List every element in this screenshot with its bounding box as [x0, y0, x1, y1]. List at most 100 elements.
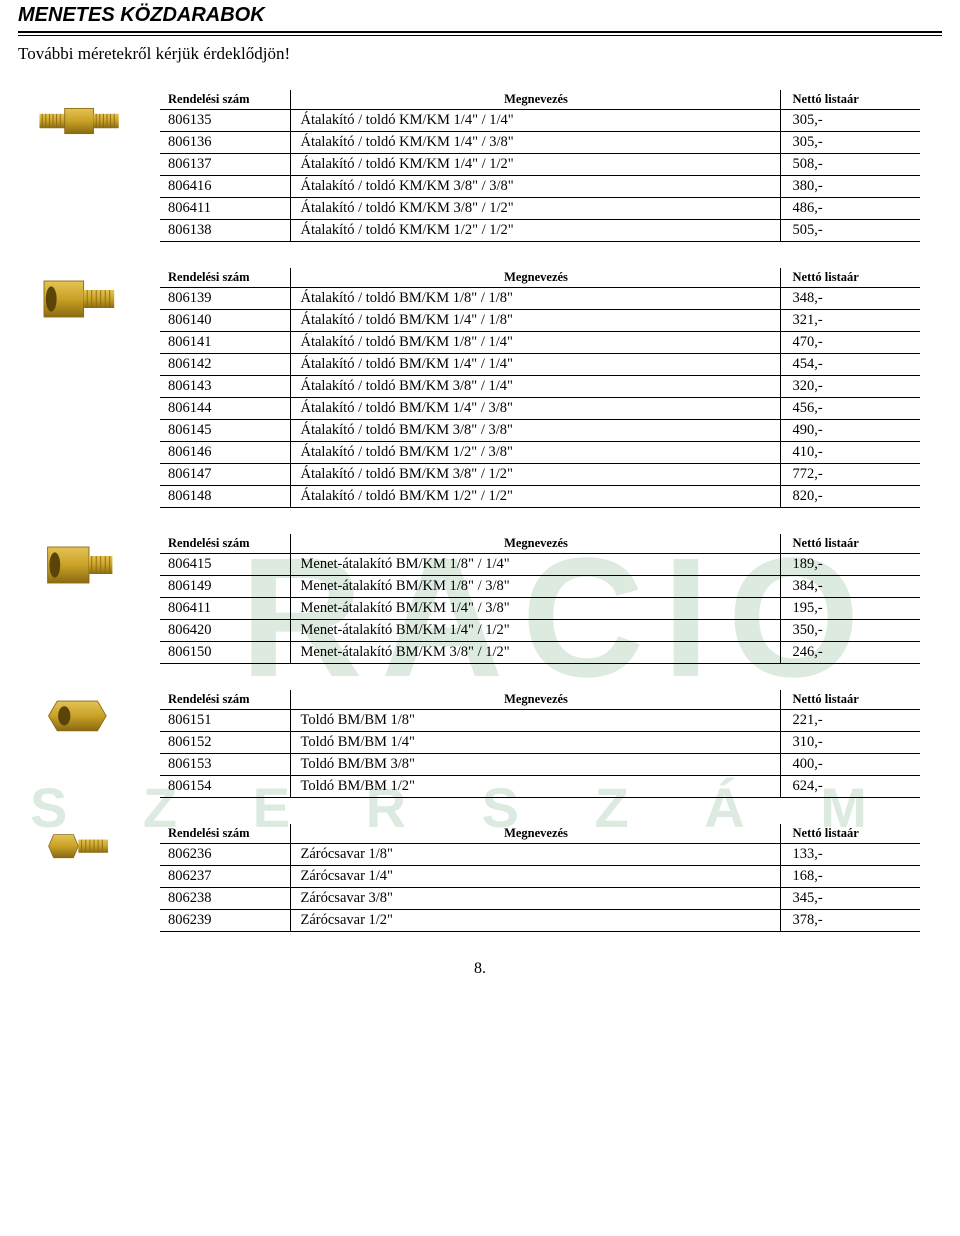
table-bm-km: Rendelési szám Megnevezés Nettó listaár …: [160, 268, 920, 508]
col-header-code: Rendelési szám: [160, 90, 290, 110]
col-header-price: Nettó listaár: [780, 90, 920, 110]
cell-price: 380,-: [780, 176, 920, 198]
table-row: 806135Átalakító / toldó KM/KM 1/4" / 1/4…: [160, 110, 920, 132]
table-row: 806143Átalakító / toldó BM/KM 3/8" / 1/4…: [160, 376, 920, 398]
cell-name: Toldó BM/BM 1/2": [290, 776, 780, 798]
cell-price: 321,-: [780, 310, 920, 332]
col-header-price: Nettó listaár: [780, 690, 920, 710]
table-row: 806146Átalakító / toldó BM/KM 1/2" / 3/8…: [160, 442, 920, 464]
cell-price: 772,-: [780, 464, 920, 486]
table-row: 806139Átalakító / toldó BM/KM 1/8" / 1/8…: [160, 288, 920, 310]
cell-price: 221,-: [780, 710, 920, 732]
table-toldo: Rendelési szám Megnevezés Nettó listaár …: [160, 690, 920, 798]
cell-code: 806420: [160, 620, 290, 642]
table-row: 806411Átalakító / toldó KM/KM 3/8" / 1/2…: [160, 198, 920, 220]
cell-name: Átalakító / toldó BM/KM 3/8" / 3/8": [290, 420, 780, 442]
table-row: 806141Átalakító / toldó BM/KM 1/8" / 1/4…: [160, 332, 920, 354]
table-zarocsavar: Rendelési szám Megnevezés Nettó listaár …: [160, 824, 920, 932]
cell-price: 508,-: [780, 154, 920, 176]
table-row: 806147Átalakító / toldó BM/KM 3/8" / 1/2…: [160, 464, 920, 486]
cell-price: 345,-: [780, 888, 920, 910]
cell-name: Menet-átalakító BM/KM 1/8" / 3/8": [290, 576, 780, 598]
cell-code: 806237: [160, 866, 290, 888]
page-title: MENETES KÖZDARABOK: [18, 4, 942, 27]
cell-name: Átalakító / toldó BM/KM 1/4" / 1/8": [290, 310, 780, 332]
rule-top: [18, 31, 942, 33]
table-row: 806150Menet-átalakító BM/KM 3/8" / 1/2"2…: [160, 642, 920, 664]
cell-price: 384,-: [780, 576, 920, 598]
table-row: 806239Zárócsavar 1/2"378,-: [160, 910, 920, 932]
col-header-name: Megnevezés: [290, 90, 780, 110]
table-row: 806149Menet-átalakító BM/KM 1/8" / 3/8"3…: [160, 576, 920, 598]
table-row: 806416Átalakító / toldó KM/KM 3/8" / 3/8…: [160, 176, 920, 198]
page-subtitle: További méretekről kérjük érdeklődjön!: [18, 44, 960, 64]
table-row: 806415Menet-átalakító BM/KM 1/8" / 1/4"1…: [160, 554, 920, 576]
cell-code: 806238: [160, 888, 290, 910]
cell-code: 806143: [160, 376, 290, 398]
cell-name: Zárócsavar 3/8": [290, 888, 780, 910]
cell-price: 624,-: [780, 776, 920, 798]
table-row: 806138Átalakító / toldó KM/KM 1/2" / 1/2…: [160, 220, 920, 242]
cell-name: Átalakító / toldó BM/KM 1/2" / 1/2": [290, 486, 780, 508]
product-image-zarocsavar: [47, 828, 113, 868]
col-header-code: Rendelési szám: [160, 268, 290, 288]
cell-code: 806136: [160, 132, 290, 154]
product-image-toldo: [45, 694, 115, 742]
cell-price: 505,-: [780, 220, 920, 242]
col-header-price: Nettó listaár: [780, 534, 920, 554]
cell-code: 806144: [160, 398, 290, 420]
rule-bottom: [18, 35, 942, 36]
cell-price: 133,-: [780, 844, 920, 866]
table-row: 806136Átalakító / toldó KM/KM 1/4" / 3/8…: [160, 132, 920, 154]
cell-price: 454,-: [780, 354, 920, 376]
col-header-name: Megnevezés: [290, 824, 780, 844]
table-row: 806420Menet-átalakító BM/KM 1/4" / 1/2"3…: [160, 620, 920, 642]
col-header-name: Megnevezés: [290, 690, 780, 710]
cell-name: Toldó BM/BM 3/8": [290, 754, 780, 776]
cell-name: Toldó BM/BM 1/4": [290, 732, 780, 754]
table-row: 806154Toldó BM/BM 1/2"624,-: [160, 776, 920, 798]
cell-price: 490,-: [780, 420, 920, 442]
cell-price: 305,-: [780, 132, 920, 154]
cell-name: Zárócsavar 1/4": [290, 866, 780, 888]
cell-code: 806138: [160, 220, 290, 242]
cell-name: Átalakító / toldó BM/KM 1/2" / 3/8": [290, 442, 780, 464]
cell-code: 806145: [160, 420, 290, 442]
table-row: 806411Menet-átalakító BM/KM 1/4" / 3/8"1…: [160, 598, 920, 620]
table-row: 806148Átalakító / toldó BM/KM 1/2" / 1/2…: [160, 486, 920, 508]
cell-code: 806411: [160, 198, 290, 220]
col-header-code: Rendelési szám: [160, 824, 290, 844]
cell-code: 806154: [160, 776, 290, 798]
cell-price: 820,-: [780, 486, 920, 508]
table-row: 806140Átalakító / toldó BM/KM 1/4" / 1/8…: [160, 310, 920, 332]
cell-price: 456,-: [780, 398, 920, 420]
table-row: 806151Toldó BM/BM 1/8"221,-: [160, 710, 920, 732]
table-row: 806236Zárócsavar 1/8"133,-: [160, 844, 920, 866]
cell-code: 806146: [160, 442, 290, 464]
cell-name: Átalakító / toldó BM/KM 1/4" / 3/8": [290, 398, 780, 420]
cell-price: 486,-: [780, 198, 920, 220]
table-menet: Rendelési szám Megnevezés Nettó listaár …: [160, 534, 920, 664]
cell-code: 806151: [160, 710, 290, 732]
cell-code: 806239: [160, 910, 290, 932]
cell-code: 806411: [160, 598, 290, 620]
col-header-code: Rendelési szám: [160, 690, 290, 710]
product-image-menet: [35, 538, 125, 598]
col-header-name: Megnevezés: [290, 268, 780, 288]
cell-price: 305,-: [780, 110, 920, 132]
cell-name: Átalakító / toldó BM/KM 1/8" / 1/4": [290, 332, 780, 354]
cell-name: Toldó BM/BM 1/8": [290, 710, 780, 732]
cell-name: Átalakító / toldó KM/KM 1/4" / 3/8": [290, 132, 780, 154]
cell-code: 806415: [160, 554, 290, 576]
cell-code: 806139: [160, 288, 290, 310]
cell-name: Átalakító / toldó BM/KM 3/8" / 1/4": [290, 376, 780, 398]
cell-code: 806140: [160, 310, 290, 332]
col-header-name: Megnevezés: [290, 534, 780, 554]
cell-price: 470,-: [780, 332, 920, 354]
col-header-price: Nettó listaár: [780, 268, 920, 288]
cell-code: 806150: [160, 642, 290, 664]
cell-name: Átalakító / toldó KM/KM 1/4" / 1/2": [290, 154, 780, 176]
table-row: 806142Átalakító / toldó BM/KM 1/4" / 1/4…: [160, 354, 920, 376]
table-row: 806144Átalakító / toldó BM/KM 1/4" / 3/8…: [160, 398, 920, 420]
cell-name: Zárócsavar 1/8": [290, 844, 780, 866]
